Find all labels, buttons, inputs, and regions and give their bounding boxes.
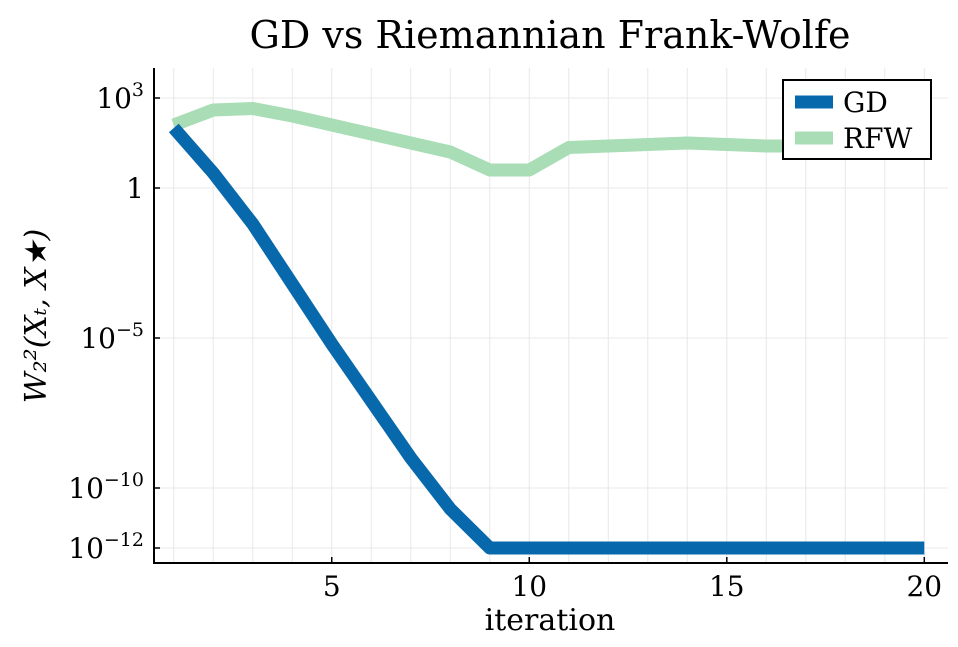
x-tick-label: 5 bbox=[323, 570, 341, 603]
x-tick-label: 20 bbox=[906, 570, 942, 603]
y-axis-label: W₂²(Xₜ, X★) bbox=[19, 229, 54, 403]
series-line-gd bbox=[168, 123, 925, 555]
y-tick-label: 103 bbox=[96, 79, 144, 115]
x-tick-labels: 5 10 15 20 bbox=[323, 557, 942, 603]
chart-title: GD vs Riemannian Frank-Wolfe bbox=[249, 13, 850, 57]
series-lines bbox=[168, 102, 925, 555]
x-tick-label: 10 bbox=[511, 570, 547, 603]
y-tick-label: 10−10 bbox=[68, 469, 144, 505]
legend-box bbox=[782, 79, 932, 160]
axis-frame bbox=[153, 68, 948, 564]
y-tick-label: 10−12 bbox=[68, 529, 144, 565]
legend-label-rfw: RFW bbox=[843, 122, 913, 155]
x-tick-label: 15 bbox=[709, 570, 745, 603]
y-tick-label: 10−5 bbox=[80, 319, 144, 355]
y-tick-labels: 103 1 10−5 10−10 10−12 bbox=[68, 79, 160, 565]
y-tick-label: 1 bbox=[126, 172, 144, 205]
x-axis-label: iteration bbox=[485, 603, 616, 638]
legend-label-gd: GD bbox=[843, 86, 888, 119]
